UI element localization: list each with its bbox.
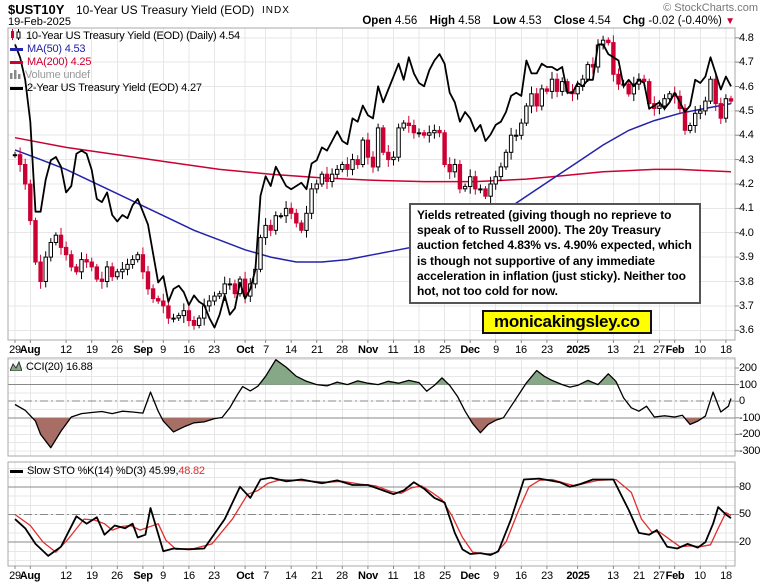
watermark-label: monicakingsley.co	[482, 310, 652, 334]
high-value: 4.58	[458, 15, 481, 27]
area-chart-icon	[9, 360, 23, 375]
chg-down-triangle-icon: ▼	[725, 16, 735, 27]
symbol-label: $UST10Y	[8, 2, 65, 17]
chart-date: 19-Feb-2025	[8, 16, 71, 28]
legend-ma50-text: MA(50) 4.53	[27, 43, 86, 55]
close-value: 4.54	[588, 15, 611, 27]
candlestick-icon	[10, 29, 22, 44]
copyright-label: © StockCharts.com	[663, 2, 758, 14]
legend-2y-text: 2-Year US Treasury Yield (EOD) 4.27	[27, 82, 202, 94]
chart-title: 10-Year US Treasury Yield (EOD)	[76, 3, 255, 17]
high-label: High	[429, 15, 456, 27]
legend-volume: Volume undef	[10, 69, 240, 82]
cci-legend-text: CCI(20) 16.88	[26, 361, 93, 373]
sto-legend-d-text: 48.82	[178, 465, 205, 477]
sto-legend-k-text: Slow STO %K(14) %D(3) 45.99,	[27, 465, 179, 477]
close-label: Close	[553, 15, 586, 27]
open-value: 4.56	[394, 15, 418, 27]
legend-volume-text: Volume undef	[25, 69, 90, 81]
legend-ma50: MA(50) 4.53	[10, 43, 240, 56]
low-label: Low	[492, 15, 516, 27]
open-label: Open	[362, 15, 392, 27]
ma200-line-icon	[10, 61, 23, 64]
main-legend: 10-Year US Treasury Yield (EOD) (Daily) …	[10, 29, 240, 95]
legend-price-text: 10-Year US Treasury Yield (EOD) (Daily) …	[26, 30, 240, 42]
legend-ma200: MA(200) 4.25	[10, 56, 240, 69]
chg-label: Chg	[622, 15, 646, 27]
exchange-label: INDX	[262, 5, 290, 16]
sto-k-line-icon	[10, 470, 23, 473]
annotation-box: Yields retreated (giving though no repri…	[409, 203, 701, 305]
volume-bars-icon	[10, 69, 21, 83]
ohlc-quote-line: Open 4.56 High 4.58 Low 4.53 Close 4.54 …	[353, 15, 735, 27]
sto-legend: Slow STO %K(14) %D(3) 45.99, 48.82	[10, 465, 205, 478]
overlay-2y-line-icon	[10, 87, 23, 90]
legend-ma200-text: MA(200) 4.25	[27, 56, 92, 68]
legend-price-series: 10-Year US Treasury Yield (EOD) (Daily) …	[10, 29, 240, 44]
low-value: 4.53	[519, 15, 542, 27]
ma50-line-icon	[10, 48, 23, 51]
annotation-text: Yields retreated (giving though no repri…	[417, 208, 692, 299]
legend-2y: 2-Year US Treasury Yield (EOD) 4.27	[10, 82, 240, 95]
chg-value: -0.02 (-0.40%)	[648, 15, 722, 27]
cci-legend: CCI(20) 16.88	[9, 360, 93, 375]
